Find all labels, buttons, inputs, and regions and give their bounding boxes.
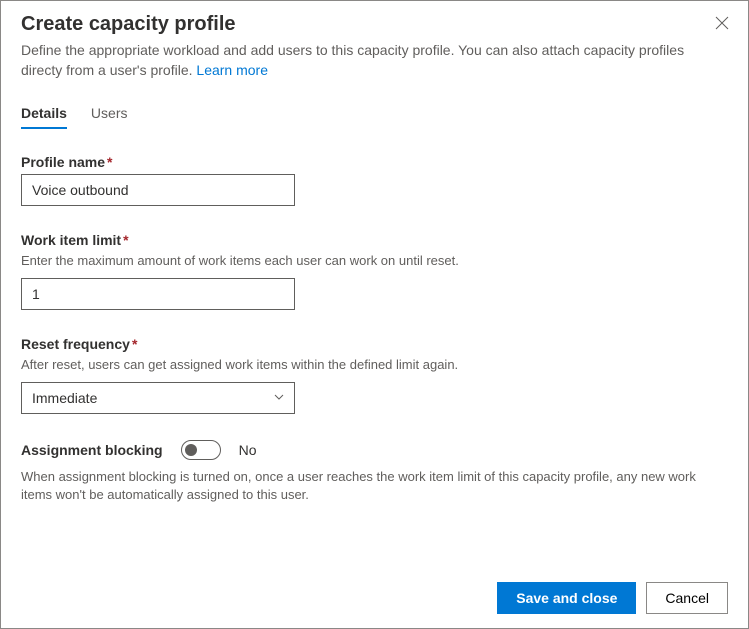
tab-list: Details Users [1, 85, 748, 130]
dialog-title: Create capacity profile [21, 13, 728, 36]
profile-name-label: Profile name* [21, 154, 728, 170]
subtitle-text: Define the appropriate workload and add … [21, 42, 684, 78]
dialog-subtitle: Define the appropriate workload and add … [21, 40, 728, 81]
field-reset-frequency: Reset frequency* After reset, users can … [21, 336, 728, 414]
assignment-blocking-state: No [239, 442, 257, 458]
save-and-close-button[interactable]: Save and close [497, 582, 636, 614]
tab-users[interactable]: Users [91, 99, 128, 129]
field-profile-name: Profile name* [21, 154, 728, 206]
learn-more-link[interactable]: Learn more [196, 62, 268, 78]
work-item-limit-label: Work item limit* [21, 232, 728, 248]
reset-frequency-select[interactable] [21, 382, 295, 414]
field-assignment-blocking: Assignment blocking No When assignment b… [21, 440, 728, 504]
required-indicator: * [132, 336, 137, 352]
work-item-limit-input[interactable] [21, 278, 295, 310]
form-body: Profile name* Work item limit* Enter the… [1, 130, 748, 568]
create-capacity-profile-dialog: Create capacity profile Define the appro… [0, 0, 749, 629]
tab-details[interactable]: Details [21, 99, 67, 129]
required-indicator: * [107, 154, 112, 170]
work-item-limit-label-text: Work item limit [21, 232, 121, 248]
field-work-item-limit: Work item limit* Enter the maximum amoun… [21, 232, 728, 310]
assignment-blocking-toggle[interactable] [181, 440, 221, 460]
assignment-blocking-description: When assignment blocking is turned on, o… [21, 468, 728, 504]
assignment-blocking-label: Assignment blocking [21, 442, 163, 458]
required-indicator: * [123, 232, 128, 248]
profile-name-label-text: Profile name [21, 154, 105, 170]
cancel-button[interactable]: Cancel [646, 582, 728, 614]
dialog-header: Create capacity profile Define the appro… [1, 1, 748, 85]
toggle-thumb [185, 444, 197, 456]
dialog-footer: Save and close Cancel [1, 568, 748, 628]
reset-frequency-label-text: Reset frequency [21, 336, 130, 352]
reset-frequency-hint: After reset, users can get assigned work… [21, 356, 728, 374]
close-icon[interactable] [714, 15, 730, 31]
assignment-blocking-row: Assignment blocking No [21, 440, 728, 460]
reset-frequency-select-wrapper [21, 382, 295, 414]
reset-frequency-label: Reset frequency* [21, 336, 728, 352]
profile-name-input[interactable] [21, 174, 295, 206]
work-item-limit-hint: Enter the maximum amount of work items e… [21, 252, 728, 270]
